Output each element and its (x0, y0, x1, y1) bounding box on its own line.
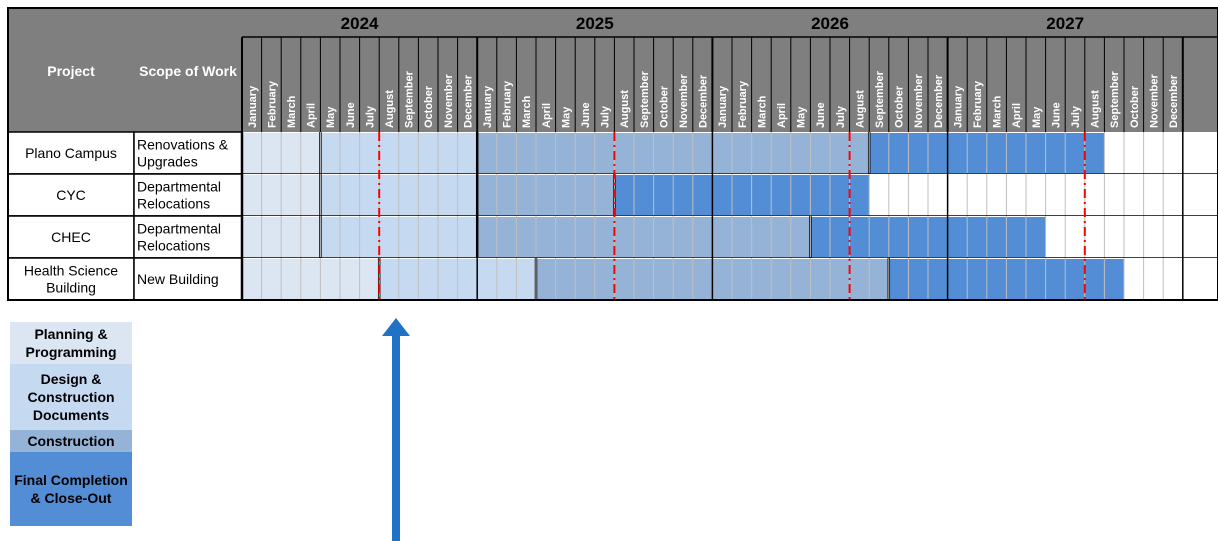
project-name: Health Science (24, 263, 118, 279)
month-label: March (992, 95, 1004, 128)
project-name: CYC (56, 187, 86, 203)
phase-bar (477, 217, 810, 257)
legend-construction: Construction (10, 430, 132, 452)
month-label: June (580, 102, 592, 128)
month-label: February (502, 80, 514, 128)
scope-text: Relocations (137, 238, 210, 254)
gantt-chart: Project Scope of Work 2024 2025 2026 2027 Janu… (0, 0, 1218, 310)
legend-planning: Planning & Programming (10, 322, 132, 364)
project-name: Building (46, 280, 96, 296)
month-label: February (972, 80, 984, 128)
month-label: January (482, 85, 494, 128)
month-label: December (1168, 74, 1180, 128)
month-label: August (619, 90, 631, 128)
scope-text: Departmental (137, 179, 221, 195)
phase-bar (614, 175, 869, 215)
month-label: May (325, 106, 337, 128)
phase-bar (477, 175, 614, 215)
month-label: October (658, 85, 670, 128)
month-label: June (345, 102, 357, 128)
month-label: March (756, 95, 768, 128)
month-label: November (1148, 73, 1160, 128)
project-column-header: Project (47, 63, 95, 79)
month-label: May (1031, 106, 1043, 128)
scope-text: Renovations & (137, 137, 229, 153)
year-label: 2025 (576, 14, 614, 33)
month-label: October (894, 85, 906, 128)
year-label: 2026 (811, 14, 849, 33)
month-label: September (874, 70, 886, 128)
scope-text: Upgrades (137, 154, 198, 170)
month-label: February (737, 80, 749, 128)
month-label: June (815, 102, 827, 128)
month-label: May (796, 106, 808, 128)
phase-legend: Planning & Programming Design & Construc… (10, 322, 132, 526)
arrow-head (382, 318, 410, 336)
month-label: February (266, 80, 278, 128)
legend-final-label: Final Completion & Close-Out (10, 471, 132, 507)
project-name: Plano Campus (25, 145, 117, 161)
month-label: April (541, 103, 553, 128)
scope-text: Departmental (137, 221, 221, 237)
year-label: 2027 (1046, 14, 1084, 33)
month-label: April (776, 103, 788, 128)
month-label: March (286, 95, 298, 128)
month-label: April (306, 103, 318, 128)
month-label: May (560, 106, 572, 128)
legend-design-label: Design & Construction Documents (10, 370, 132, 424)
month-label: September (404, 70, 416, 128)
legend-design: Design & Construction Documents (10, 364, 132, 430)
project-name: CHEC (51, 229, 91, 245)
month-label: July (364, 105, 376, 128)
month-label: December (933, 74, 945, 128)
month-label: March (521, 95, 533, 128)
month-label: July (600, 105, 612, 128)
arrow-shaft (392, 334, 400, 541)
month-label: January (717, 85, 729, 128)
month-label: August (1090, 90, 1102, 128)
month-label: April (1011, 103, 1023, 128)
month-label: September (639, 70, 651, 128)
month-label: July (1070, 105, 1082, 128)
phase-bar (242, 259, 379, 299)
month-label: October (423, 85, 435, 128)
month-label: August (854, 90, 866, 128)
year-label: 2024 (341, 14, 379, 33)
legend-final-completion: Final Completion & Close-Out (10, 452, 132, 526)
month-label: November (443, 73, 455, 128)
month-label: September (1109, 70, 1121, 128)
month-label: November (913, 73, 925, 128)
month-label: June (1050, 102, 1062, 128)
month-label: January (247, 85, 259, 128)
scope-column-header: Scope of Work (139, 63, 237, 79)
scope-text: Relocations (137, 196, 210, 212)
month-label: January (952, 85, 964, 128)
scope-text: New Building (137, 271, 219, 287)
month-label: August (384, 90, 396, 128)
current-date-arrow (382, 318, 410, 541)
month-label: July (835, 105, 847, 128)
legend-construction-label: Construction (27, 432, 114, 450)
month-label: November (678, 73, 690, 128)
month-label: October (1129, 85, 1141, 128)
month-label: December (462, 74, 474, 128)
legend-planning-label: Planning & Programming (10, 325, 132, 361)
month-label: December (698, 74, 710, 128)
